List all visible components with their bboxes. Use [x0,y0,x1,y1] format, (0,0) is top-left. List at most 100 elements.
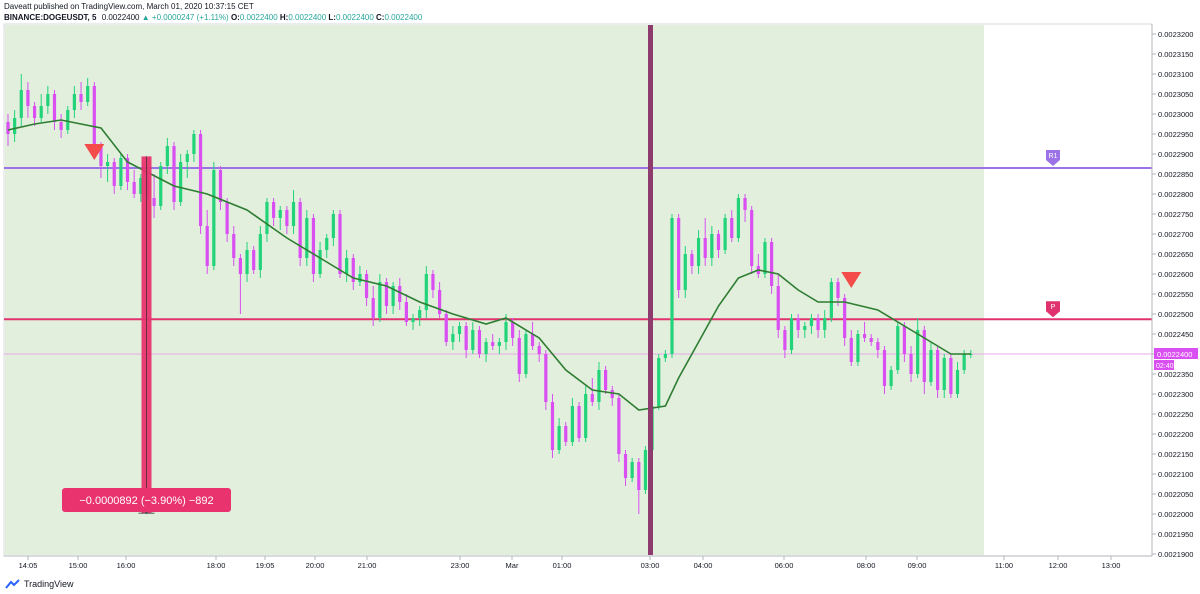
candle-body [696,238,701,266]
time-tick-label: 23:00 [451,561,470,570]
candle-body [198,134,203,226]
candle [398,278,402,310]
price-change: ▲ +0.0000247 (+1.11%) [141,13,229,22]
price-tick-label: 0.0022700 [1158,230,1193,239]
pivot-tag[interactable]: P [1046,301,1060,318]
symbol-label: BINANCE:DOGEUSDT, 5 [4,13,97,22]
price-tick-label: 0.0022850 [1158,170,1193,179]
candle [577,402,581,442]
candle [637,458,641,514]
candle-body [876,342,880,350]
candle-body [172,146,176,202]
candle-body [856,334,860,362]
candle [869,334,873,346]
candle-body [278,210,282,218]
candle [544,350,548,410]
candle [457,322,462,342]
candle-body [949,358,953,394]
candle-body [743,198,747,210]
candle [291,190,296,234]
candle [882,346,887,394]
candle [13,110,17,142]
candle-body [504,322,508,342]
r1-tag[interactable]: R1 [1046,150,1060,166]
candle [909,346,913,382]
candle [564,422,568,446]
candle-body [809,318,814,326]
time-tick-label: 14:05 [19,561,38,570]
candle-body [643,450,648,490]
candle [431,270,435,298]
candle-body [165,146,169,166]
price-tick-label: 0.0023100 [1158,70,1193,79]
time-tick-label: 09:00 [908,561,927,570]
candle-body [132,182,136,194]
candle-body [125,158,130,182]
candle-body [823,318,827,330]
candle [471,322,475,354]
publish-line: Daveatt published on TradingView.com, Ma… [4,2,254,11]
candle-body [597,370,601,402]
candle-body [457,326,462,334]
candle [72,86,76,118]
time-tick-label: 04:00 [694,561,713,570]
candle-body [590,394,594,402]
candle-body [192,134,196,154]
last-price: 0.0022400 [101,13,140,22]
candle [19,74,23,126]
candle-body [272,202,276,218]
candle-body [796,318,800,330]
candle [444,310,448,346]
candle-body [730,218,734,238]
candle [849,330,853,366]
time-tick-label: 15:00 [69,561,88,570]
candle [212,162,216,270]
candle-body [265,202,269,234]
candle [66,106,70,134]
candle-body [491,342,495,346]
price-tick-label: 0.0022950 [1158,130,1193,139]
candle [590,378,594,406]
candle-body [358,274,362,282]
candle [657,354,661,410]
close-value: 0.0022400 [384,13,423,22]
ohlc-line: BINANCE:DOGEUSDT, 5 0.0022400 ▲ +0.00002… [4,12,422,23]
candle [172,142,176,210]
candle-body [72,94,76,110]
price-tick-label: 0.0022000 [1158,510,1193,519]
candle [404,294,408,326]
candle-body [770,242,774,286]
time-tick-label: 16:00 [117,561,136,570]
tradingview-logo-icon [5,579,20,589]
candle [677,214,681,298]
candle-body [152,198,156,206]
candle-body [929,350,933,382]
candle [391,282,395,314]
candle [205,210,209,274]
price-tick-label: 0.0022750 [1158,210,1193,219]
candle [265,198,269,242]
candle [418,306,422,326]
candle-body [896,326,900,370]
candle-body [763,242,767,274]
price-tick-label: 0.0022350 [1158,370,1193,379]
time-tick-label: 21:00 [358,561,377,570]
candle [411,314,415,330]
candle-body [849,338,853,362]
candle [238,254,242,314]
candle [750,206,754,274]
candle-body [418,310,422,318]
price-tick-label: 0.0022250 [1158,410,1193,419]
candle [79,82,83,110]
time-tick-label: 13:00 [1102,561,1121,570]
candle-body [6,122,10,134]
price-tick-label: 0.0022600 [1158,270,1193,279]
time-tick-label: 03:00 [641,561,660,570]
candle [663,350,667,362]
candle [232,226,236,266]
candle-body [245,250,249,274]
candle-body [637,462,641,490]
candle-body [318,250,322,274]
candle-body [13,118,17,134]
